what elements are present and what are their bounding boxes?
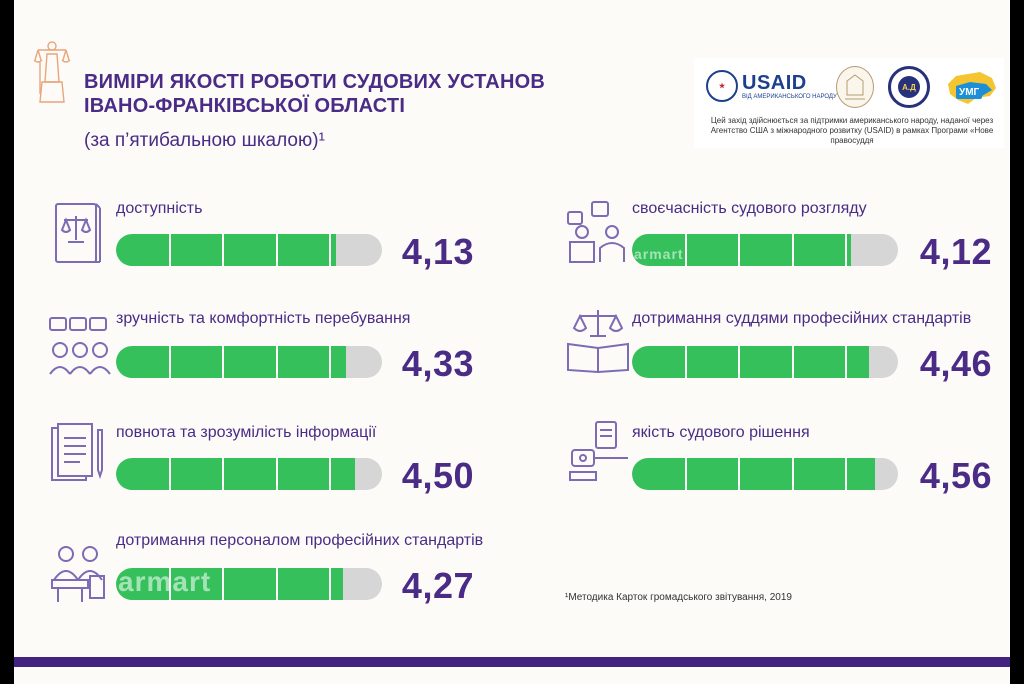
score-bar-divider [276, 458, 278, 490]
court-hearing-icon [567, 201, 625, 263]
scales-book-icon [567, 310, 629, 374]
usaid-logo: USAID [742, 72, 807, 94]
score-bar-divider [329, 346, 331, 378]
metric-label: дотримання суддями професійних стандарті… [632, 310, 972, 327]
page-subtitle: (за п’ятибальною шкалою)¹ [84, 130, 325, 151]
sponsor-logos: ★ USAID ВІД АМЕРИКАНСЬКОГО НАРОДУ А.Д УМ… [694, 58, 1004, 148]
metric-value: 4,46 [919, 343, 992, 384]
usaid-seal-icon: ★ [706, 70, 738, 102]
score-bar [632, 234, 898, 266]
law-book-icon [55, 203, 101, 263]
score-bar-divider [685, 234, 687, 266]
metric-label: своєчасність судового розгляду [632, 200, 867, 217]
score-bar [116, 234, 382, 266]
score-bar [116, 568, 382, 600]
bottom-strip [14, 667, 1010, 684]
score-bar-fill [116, 234, 336, 266]
court-seal-logo [836, 66, 874, 108]
staff-desk-icon [51, 546, 105, 602]
metric-label: зручність та комфортність перебування [116, 310, 411, 327]
score-bar-divider [738, 458, 740, 490]
gavel-decision-icon [569, 421, 628, 481]
score-bar-divider [845, 346, 847, 378]
score-bar-divider [845, 234, 847, 266]
score-bar-divider [329, 234, 331, 266]
umg-logo: УМГ [956, 86, 983, 99]
score-bar-divider [276, 568, 278, 600]
infographic-canvas: ВИМІРИ ЯКОСТІ РОБОТИ СУДОВИХ УСТАНОВ ІВА… [14, 0, 1010, 684]
usaid-disclaimer: Цей захід здійснюється за підтримки амер… [710, 116, 994, 145]
score-bar-divider [738, 234, 740, 266]
score-bar-divider [845, 458, 847, 490]
metric-value: 4,33 [401, 343, 474, 384]
score-bar-divider [169, 346, 171, 378]
metric-value: 4,27 [401, 565, 474, 606]
score-bar-divider [685, 458, 687, 490]
usaid-tagline: ВІД АМЕРИКАНСЬКОГО НАРОДУ [742, 94, 837, 100]
score-bar-fill [116, 346, 346, 378]
watermark: armart [634, 246, 684, 262]
title-line-2: ІВАНО-ФРАНКІВСЬКОЇ ОБЛАСТІ [84, 95, 406, 117]
score-bar-divider [792, 458, 794, 490]
score-bar-divider [329, 568, 331, 600]
score-bar-fill [632, 458, 875, 490]
score-bar-divider [222, 346, 224, 378]
metric-label: дотримання персоналом професійних станда… [116, 532, 484, 549]
metric-label: якість судового рішення [632, 424, 810, 441]
judges-association-logo: А.Д [888, 66, 930, 108]
score-bar-divider [738, 346, 740, 378]
title-line-1: ВИМІРИ ЯКОСТІ РОБОТИ СУДОВИХ УСТАНОВ [84, 71, 545, 93]
metric-value: 4,56 [919, 455, 992, 496]
themis-statue-icon [33, 41, 71, 103]
metric-label: повнота та зрозумілість інформації [116, 424, 377, 441]
score-bar-fill [116, 458, 355, 490]
score-bar-divider [276, 346, 278, 378]
score-bar-divider [276, 234, 278, 266]
score-bar [632, 458, 898, 490]
score-bar [632, 346, 898, 378]
score-bar-divider [792, 346, 794, 378]
watermark: armart [118, 566, 212, 597]
metric-label: доступність [116, 200, 203, 217]
people-feedback-icon [49, 317, 111, 375]
metric-value: 4,50 [401, 455, 474, 496]
score-bar-divider [169, 458, 171, 490]
score-bar-divider [222, 458, 224, 490]
score-bar-divider [222, 234, 224, 266]
metric-value: 4,13 [401, 231, 474, 272]
score-bar [116, 346, 382, 378]
metric-value: 4,12 [919, 231, 992, 272]
score-bar-divider [792, 234, 794, 266]
page-title: ВИМІРИ ЯКОСТІ РОБОТИ СУДОВИХ УСТАНОВ ІВА… [84, 70, 545, 118]
score-bar-divider [169, 234, 171, 266]
score-bar-fill [116, 568, 343, 600]
score-bar-divider [329, 458, 331, 490]
bottom-accent-bar [14, 657, 1010, 667]
score-bar-divider [222, 568, 224, 600]
score-bar-fill [632, 346, 869, 378]
footnote: ¹Методика Карток громадського звітування… [565, 592, 792, 603]
score-bar-divider [685, 346, 687, 378]
score-bar [116, 458, 382, 490]
documents-icon [51, 423, 103, 481]
score-bar-fill [632, 234, 851, 266]
score-bar-divider [169, 568, 171, 600]
